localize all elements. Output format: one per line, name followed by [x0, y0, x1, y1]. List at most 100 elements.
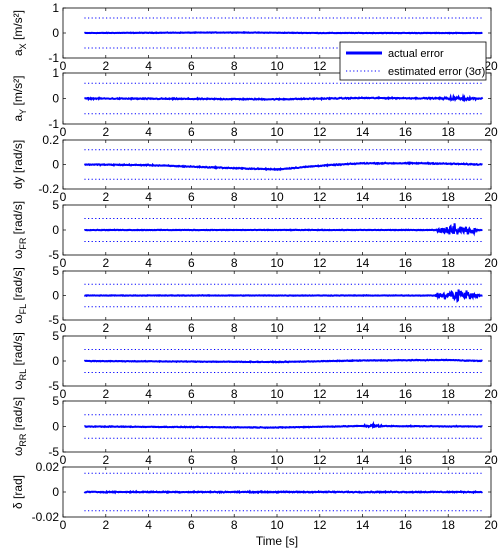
- y-tick-label: 0: [52, 354, 59, 368]
- x-tick-label: 8: [231, 518, 238, 532]
- x-tick-label: 14: [356, 190, 370, 204]
- x-tick-label: 10: [270, 387, 284, 401]
- x-tick-label: 0: [60, 387, 67, 401]
- y-tick-label: 5: [52, 394, 59, 408]
- x-tick-label: 10: [270, 453, 284, 467]
- x-tick-label: 14: [356, 387, 370, 401]
- legend-box: [339, 41, 487, 81]
- x-tick-label: 4: [145, 256, 152, 270]
- x-tick-label: 6: [188, 321, 195, 335]
- panel-3: 0 2 4 6 8 10 12 14 16 18 200.20-0.2dy [rad/s]: [11, 133, 498, 204]
- actual-error-series: [84, 223, 483, 237]
- x-tick-label: 12: [313, 256, 327, 270]
- y-axis-label: ωRL [rad/s]: [11, 332, 28, 390]
- x-tick-label: 18: [442, 190, 456, 204]
- x-tick-label: 4: [145, 321, 152, 335]
- x-tick-label: 2: [102, 190, 109, 204]
- actual-error-series: [83, 289, 483, 304]
- y-tick-label: 0.2: [42, 133, 59, 147]
- y-axis-label: ωFL [rad/s]: [11, 267, 28, 324]
- x-tick-label: 0: [60, 125, 67, 139]
- y-tick-label: -1: [48, 117, 59, 131]
- y-tick-label: -5: [48, 248, 59, 262]
- x-tick-label: 4: [145, 453, 152, 467]
- x-tick-label: 6: [188, 59, 195, 73]
- y-tick-label: -0.02: [32, 510, 60, 524]
- x-tick-label: 2: [102, 387, 109, 401]
- y-tick-label: 0: [52, 485, 59, 499]
- x-tick-label: 10: [270, 125, 284, 139]
- x-tick-label: 20: [484, 321, 498, 335]
- x-tick-label: 18: [442, 387, 456, 401]
- x-tick-label: 2: [102, 518, 109, 532]
- x-tick-label: 20: [484, 387, 498, 401]
- x-tick-label: 14: [356, 518, 370, 532]
- legend: actual error estimated error (3σ): [339, 41, 487, 81]
- x-tick-label: 6: [188, 453, 195, 467]
- x-tick-label: 6: [188, 125, 195, 139]
- y-tick-label: 5: [52, 198, 59, 212]
- x-tick-label: 12: [313, 321, 327, 335]
- x-tick-label: 8: [231, 256, 238, 270]
- x-tick-label: 16: [399, 190, 413, 204]
- x-tick-label: 8: [231, 125, 238, 139]
- x-tick-label: 20: [484, 256, 498, 270]
- y-tick-label: -0.2: [38, 182, 59, 196]
- y-tick-label: 0: [52, 92, 59, 106]
- x-tick-label: 2: [102, 453, 109, 467]
- y-tick-label: 0: [52, 420, 59, 434]
- x-tick-label: 4: [145, 125, 152, 139]
- x-tick-label: 16: [399, 518, 413, 532]
- x-tick-label: 0: [60, 518, 67, 532]
- x-tick-label: 14: [356, 125, 370, 139]
- panel-8: 0 2 4 6 8 10 12 14 16 18 200.020-0.02δ [rad]: [11, 460, 498, 532]
- actual-error-series: [83, 489, 483, 495]
- x-tick-label: 12: [313, 453, 327, 467]
- x-tick-label: 4: [145, 518, 152, 532]
- x-axis-label: Time [s]: [256, 534, 298, 548]
- y-tick-label: 0: [52, 289, 59, 303]
- x-tick-label: 2: [102, 125, 109, 139]
- x-tick-label: 8: [231, 387, 238, 401]
- y-axis-label: δ [rad]: [11, 475, 25, 509]
- x-tick-label: 16: [399, 387, 413, 401]
- x-tick-label: 18: [442, 256, 456, 270]
- x-tick-label: 12: [313, 190, 327, 204]
- x-tick-label: 4: [145, 387, 152, 401]
- x-tick-label: 10: [270, 321, 284, 335]
- x-tick-label: 18: [442, 125, 456, 139]
- actual-error-series: [84, 93, 484, 103]
- x-tick-label: 2: [102, 321, 109, 335]
- x-tick-label: 14: [356, 256, 370, 270]
- x-tick-label: 12: [313, 387, 327, 401]
- y-tick-label: -5: [48, 313, 59, 327]
- x-tick-label: 20: [484, 59, 498, 73]
- y-axis-label: ωFR [rad/s]: [11, 201, 28, 259]
- x-tick-label: 8: [231, 321, 238, 335]
- x-tick-label: 8: [231, 190, 238, 204]
- x-tick-label: 12: [313, 59, 327, 73]
- x-tick-label: 12: [313, 518, 327, 532]
- x-tick-label: 16: [399, 453, 413, 467]
- x-tick-label: 6: [188, 518, 195, 532]
- y-tick-label: 1: [52, 66, 59, 80]
- actual-error-series: [84, 30, 483, 35]
- x-tick-label: 16: [399, 321, 413, 335]
- x-tick-label: 4: [145, 59, 152, 73]
- x-tick-label: 8: [231, 59, 238, 73]
- y-axis-label: dy [rad/s]: [11, 140, 25, 189]
- x-tick-label: 6: [188, 387, 195, 401]
- x-tick-label: 8: [231, 453, 238, 467]
- x-tick-label: 0: [60, 321, 67, 335]
- y-tick-label: 0.02: [36, 460, 60, 474]
- x-tick-label: 20: [484, 190, 498, 204]
- x-tick-label: 18: [442, 518, 456, 532]
- x-tick-label: 14: [356, 321, 370, 335]
- actual-error-series: [83, 358, 483, 364]
